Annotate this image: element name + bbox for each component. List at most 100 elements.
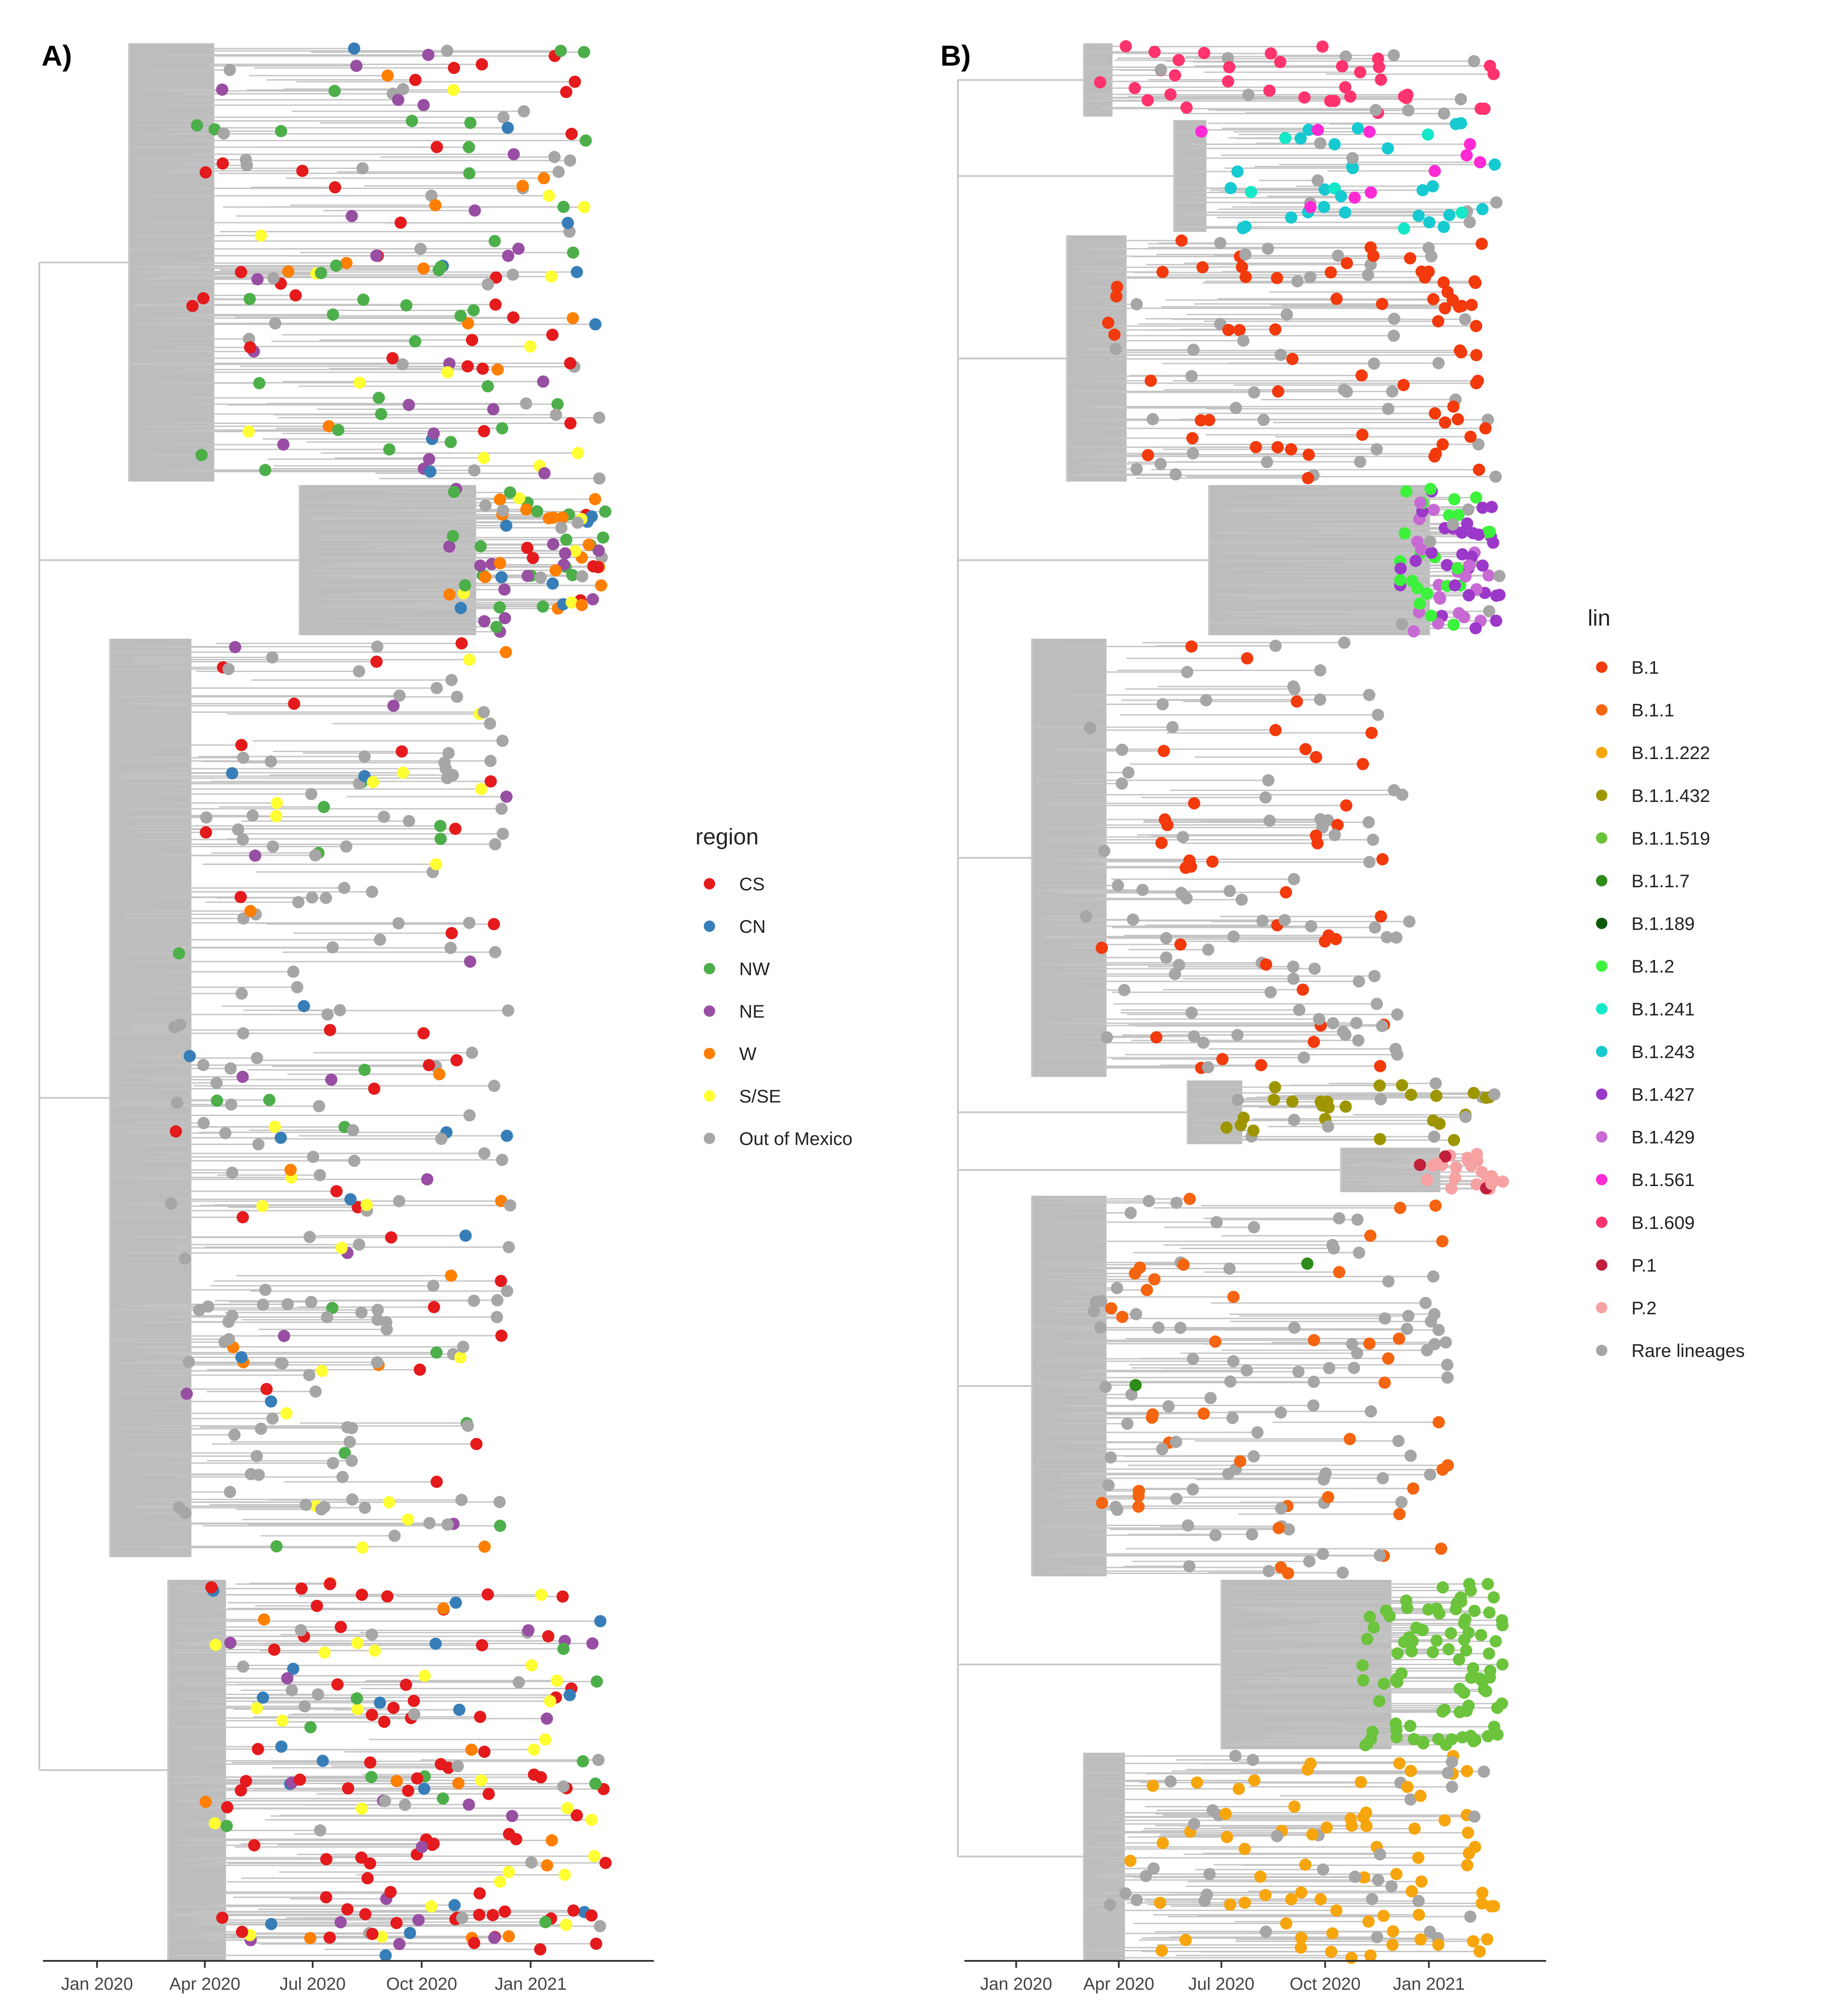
tip-point (1411, 536, 1424, 548)
tip-point (464, 116, 477, 129)
tip-point (1369, 921, 1381, 934)
tip-point (251, 1052, 263, 1064)
x-tick-label: Oct 2020 (386, 1974, 457, 1994)
legend-swatch (704, 878, 715, 889)
tip-point (199, 166, 212, 179)
tip-point (1459, 570, 1472, 583)
tip-point (468, 1295, 480, 1307)
tip-point (1460, 149, 1473, 162)
tip-point (1356, 428, 1369, 441)
tip-point (393, 1938, 406, 1950)
tip-point (484, 717, 496, 730)
tip-point (1220, 1121, 1233, 1134)
tip-point (316, 1754, 329, 1767)
tip-point (1468, 1810, 1481, 1823)
tip-point (1293, 1004, 1306, 1016)
tip-point (437, 1602, 450, 1615)
tip-point (1425, 609, 1437, 622)
tip-point (1157, 745, 1170, 757)
tip-point (1408, 1822, 1421, 1835)
tip-point (281, 1672, 293, 1685)
tip-point (1412, 1852, 1425, 1864)
tip-point (548, 150, 561, 163)
tip-point (592, 561, 604, 574)
tip-point (1341, 257, 1353, 270)
tip-point (1426, 180, 1439, 192)
tip-point (359, 1502, 371, 1514)
tip-point (1204, 1392, 1217, 1404)
tip-point (199, 1796, 212, 1808)
tip-point (488, 1079, 500, 1092)
tip-point (1148, 1273, 1161, 1286)
tip-point (277, 438, 290, 451)
tip-point (1155, 63, 1167, 76)
tip-point (1112, 879, 1125, 892)
tip-point (1376, 1020, 1388, 1032)
tip-point (1476, 1886, 1489, 1899)
tip-point (1245, 186, 1257, 198)
legend-entry-label: S/SE (739, 1086, 781, 1106)
tip-point (1145, 374, 1157, 387)
tip-point (348, 1155, 361, 1167)
tip-point (1470, 1148, 1483, 1160)
tip-point (1275, 1406, 1287, 1419)
tip-point (1364, 1229, 1377, 1242)
legend-entry-label: B.1.429 (1631, 1127, 1695, 1148)
tip-point (1452, 508, 1465, 521)
tip-point (1301, 1763, 1314, 1776)
tip-point (339, 1447, 351, 1460)
tip-point (1476, 501, 1489, 514)
tip-point (1196, 261, 1209, 274)
tip-point (1491, 1728, 1504, 1741)
tip-point (449, 822, 462, 835)
tip-point (408, 1708, 421, 1721)
tip-point (1484, 525, 1496, 538)
tip-point (1373, 1079, 1386, 1092)
tip-point (1099, 1381, 1112, 1393)
tip-point (1295, 1941, 1307, 1954)
tip-point (1374, 1133, 1386, 1145)
legend-swatch (1596, 875, 1607, 886)
tip-point (282, 265, 295, 278)
tip-point (1373, 1549, 1386, 1562)
tip-point (409, 74, 422, 86)
tip-point (1260, 1925, 1272, 1938)
tip-point (1428, 1338, 1441, 1351)
tip-point (1236, 261, 1248, 273)
tip-point (235, 1351, 248, 1364)
x-tick-label: Apr 2020 (1083, 1974, 1154, 1994)
tip-point (205, 1581, 218, 1594)
tip-point (1402, 1309, 1414, 1322)
tip-point (1269, 323, 1282, 336)
tip-point (1302, 472, 1314, 484)
tip-point (343, 1435, 356, 1448)
legend-swatch (1596, 1302, 1607, 1313)
tip-point (1142, 1195, 1155, 1208)
tip-point (1462, 503, 1474, 516)
tip-point (237, 1660, 249, 1673)
legend-entry-label: CS (739, 874, 765, 894)
tip-point (423, 1059, 435, 1071)
tip-point (379, 1949, 392, 1962)
tip-point (1488, 158, 1501, 171)
tip-point (1098, 845, 1111, 858)
tip-point (551, 1674, 563, 1687)
tip-point (305, 1295, 318, 1308)
tip-point (248, 1839, 261, 1852)
tip-point (1310, 751, 1322, 763)
tip-point (475, 783, 488, 795)
tip-point (1488, 1591, 1500, 1604)
tip-point (440, 762, 452, 775)
tip-point (342, 1782, 354, 1795)
tip-point (361, 1872, 374, 1885)
tip-point (1116, 743, 1128, 756)
tip-point (427, 1279, 440, 1292)
tip-point (1306, 1828, 1319, 1841)
tip-point (322, 420, 335, 433)
clade-branch-mass (1174, 120, 1207, 232)
tip-point (1398, 527, 1411, 540)
tip-point (468, 204, 481, 217)
tip-point (1423, 216, 1435, 229)
tip-point (443, 540, 456, 553)
tip-point (512, 242, 525, 255)
